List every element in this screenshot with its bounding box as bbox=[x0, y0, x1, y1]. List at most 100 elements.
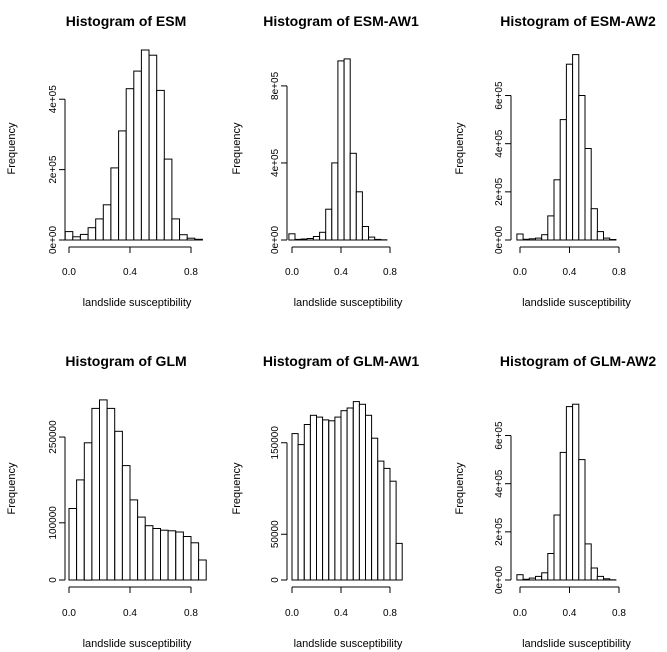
x-tick-label: 0.4 bbox=[123, 267, 137, 278]
histogram-bar bbox=[340, 410, 348, 581]
histogram-bar bbox=[87, 227, 97, 241]
histogram-bar bbox=[584, 543, 592, 581]
x-tick-label: 0.4 bbox=[123, 608, 137, 619]
histogram-bar bbox=[553, 179, 561, 241]
histogram-bar bbox=[156, 89, 165, 241]
x-axis-label: landslide susceptibility bbox=[83, 638, 192, 650]
y-tick-label: 2e+05 bbox=[494, 517, 505, 546]
histogram-bar bbox=[167, 530, 177, 581]
y-axis-label: Frequency bbox=[6, 122, 18, 174]
histogram-bar bbox=[160, 529, 169, 581]
histogram-panel-2: Histogram of ESM-AW1 0.0 0.4 0.8 0e+00 4e+05 8… bbox=[231, 13, 419, 309]
histogram-bar bbox=[559, 451, 567, 581]
histogram-bar bbox=[312, 236, 320, 241]
histogram-bar bbox=[316, 416, 324, 581]
x-tick-label: 0.0 bbox=[62, 267, 76, 278]
histogram-bar bbox=[110, 167, 120, 241]
histogram-bar bbox=[535, 237, 543, 241]
histogram-bar bbox=[182, 536, 192, 581]
histogram-bar bbox=[596, 231, 604, 241]
histogram-bar bbox=[291, 433, 299, 581]
x-tick-label: 0.8 bbox=[383, 267, 397, 278]
y-tick-label: 50000 bbox=[270, 520, 281, 548]
histogram-bar bbox=[541, 572, 549, 581]
panel-title: Histogram of GLM-AW1 bbox=[263, 353, 420, 369]
x-tick-label: 0.0 bbox=[513, 267, 527, 278]
histogram-bar bbox=[547, 215, 555, 241]
x-tick-label: 0.0 bbox=[513, 608, 527, 619]
histogram-bar bbox=[303, 424, 311, 581]
histogram-panel-1: Histogram of ESM 0.0 0.4 0.8 0e+00 2e+05 4e+05… bbox=[6, 13, 203, 309]
histogram-bar bbox=[572, 54, 580, 241]
y-axis-label: Frequency bbox=[231, 122, 243, 174]
x-tick-label: 0.4 bbox=[334, 267, 348, 278]
histogram-bar bbox=[76, 479, 85, 581]
histogram-bar bbox=[319, 231, 327, 241]
y-tick-label: 4e+05 bbox=[48, 85, 59, 114]
x-tick-label: 0.0 bbox=[62, 608, 76, 619]
panel-title: Histogram of ESM bbox=[66, 13, 187, 29]
histogram-bar bbox=[395, 542, 403, 581]
histogram-bar bbox=[163, 158, 173, 241]
histogram-bar bbox=[528, 577, 536, 581]
histogram-bar bbox=[297, 444, 305, 581]
histogram-bar bbox=[118, 130, 127, 241]
histogram-bar bbox=[609, 239, 617, 241]
y-tick-label: 100000 bbox=[48, 506, 59, 540]
panel-title: Histogram of GLM bbox=[65, 353, 186, 369]
histogram-bar bbox=[371, 437, 379, 581]
histogram-bar bbox=[361, 226, 369, 241]
histogram-bar bbox=[137, 516, 146, 581]
x-tick-label: 0.0 bbox=[285, 267, 299, 278]
histogram-bar bbox=[190, 542, 200, 581]
histogram-bar bbox=[102, 204, 112, 241]
histogram-bar bbox=[140, 49, 150, 241]
histogram-bar bbox=[374, 238, 382, 241]
histogram-bar bbox=[125, 88, 135, 241]
histogram-bar bbox=[337, 60, 345, 241]
histogram-bar bbox=[186, 237, 196, 241]
y-tick-label: 4e+05 bbox=[494, 129, 505, 158]
x-tick-label: 0.8 bbox=[184, 267, 198, 278]
histogram-bar bbox=[522, 238, 530, 241]
y-tick-label: 0e+00 bbox=[494, 226, 505, 255]
y-tick-label: 2e+05 bbox=[48, 155, 59, 184]
histogram-bar bbox=[325, 208, 333, 241]
y-tick-label: 0e+00 bbox=[48, 226, 59, 255]
x-axis-label: landslide susceptibility bbox=[294, 297, 403, 309]
histogram-bar bbox=[528, 238, 536, 241]
histogram-panel-3: Histogram of ESM-AW2 0.0 0.4 0.8 0e+00 2e+05 4… bbox=[454, 13, 656, 309]
histogram-bar bbox=[152, 528, 161, 581]
x-axis-label: landslide susceptibility bbox=[83, 297, 192, 309]
panel-title: Histogram of ESM-AW1 bbox=[263, 13, 419, 29]
y-axis-label: Frequency bbox=[454, 462, 466, 514]
histogram-bar bbox=[565, 406, 574, 581]
histogram-bar bbox=[72, 236, 81, 241]
histogram-bar bbox=[144, 525, 154, 581]
y-tick-label: 2e+05 bbox=[494, 177, 505, 206]
histogram-bar bbox=[179, 234, 188, 241]
histogram-bar bbox=[322, 419, 330, 581]
histogram-bar bbox=[334, 416, 342, 581]
x-tick-label: 0.4 bbox=[563, 608, 577, 619]
histogram-bar bbox=[114, 430, 123, 581]
y-tick-label: 6e+05 bbox=[494, 81, 505, 110]
histogram-bar bbox=[377, 460, 385, 581]
histogram-bar bbox=[358, 403, 366, 581]
y-axis-label: Frequency bbox=[6, 462, 18, 514]
histogram-bar bbox=[346, 407, 354, 581]
x-tick-label: 0.4 bbox=[563, 267, 577, 278]
histogram-bar bbox=[516, 574, 524, 581]
histogram-bar bbox=[596, 575, 604, 581]
histogram-bar bbox=[535, 575, 543, 581]
histogram-bar bbox=[383, 467, 391, 581]
x-axis-label: landslide susceptibility bbox=[294, 638, 403, 650]
histogram-bar bbox=[368, 236, 376, 241]
x-tick-label: 0.8 bbox=[612, 608, 626, 619]
x-tick-label: 0.8 bbox=[184, 608, 198, 619]
y-tick-label: 250000 bbox=[48, 420, 59, 454]
histogram-bar bbox=[288, 233, 296, 241]
histogram-bar bbox=[91, 407, 101, 581]
y-tick-label: 4e+05 bbox=[494, 469, 505, 498]
